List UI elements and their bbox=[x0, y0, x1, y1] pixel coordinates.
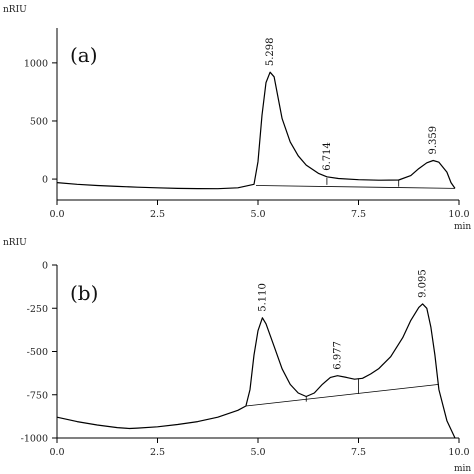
peak-label: 6.714 bbox=[322, 142, 333, 171]
y-tick-label: 500 bbox=[30, 116, 48, 127]
panel-label: (b) bbox=[70, 281, 98, 305]
y-axis-label: nRIU bbox=[3, 238, 27, 248]
y-tick-label: -250 bbox=[27, 304, 48, 315]
y-tick-label: 0 bbox=[42, 261, 48, 272]
y-tick-label: -750 bbox=[27, 390, 48, 401]
x-axis-label: min bbox=[454, 222, 471, 232]
x-tick-label: 7.5 bbox=[351, 209, 366, 220]
chart-panel-b: nRIU min (b) 0.0 2.5 5.0 7.5 10.0 -1000 -750 -5… bbox=[3, 238, 471, 474]
y-tick-label: 1000 bbox=[24, 58, 48, 69]
peak-label: 9.095 bbox=[418, 269, 429, 298]
y-axis-label: nRIU bbox=[3, 5, 27, 15]
y-tick-label: -1000 bbox=[21, 434, 48, 445]
integration-baseline bbox=[255, 185, 455, 189]
x-tick-label: 2.5 bbox=[150, 209, 165, 220]
x-tick-label: 10.0 bbox=[448, 447, 469, 458]
peak-label: 5.110 bbox=[257, 283, 268, 312]
y-tick-label: 0 bbox=[42, 175, 48, 186]
x-axis-label: min bbox=[454, 464, 471, 474]
x-tick-label: 2.5 bbox=[150, 447, 165, 458]
x-tick-label: 5.0 bbox=[250, 447, 265, 458]
x-tick-label: 0.0 bbox=[49, 447, 64, 458]
peak-label: 6.977 bbox=[332, 341, 343, 370]
series-line bbox=[56, 71, 456, 190]
integration-baseline bbox=[245, 383, 439, 407]
panel-label: (a) bbox=[70, 43, 98, 67]
x-tick-label: 10.0 bbox=[448, 209, 469, 220]
peak-label: 9.359 bbox=[428, 126, 439, 155]
x-tick-label: 5.0 bbox=[250, 209, 265, 220]
peak-label: 5.298 bbox=[265, 38, 276, 67]
y-tick-label: -500 bbox=[27, 347, 48, 358]
chart-panel-a: nRIU min (a) 0.0 2.5 5.0 7.5 10.0 0 500 1000 5.2… bbox=[3, 5, 471, 232]
x-tick-label: 0.0 bbox=[49, 209, 64, 220]
x-tick-label: 7.5 bbox=[351, 447, 366, 458]
series-line bbox=[56, 303, 456, 439]
